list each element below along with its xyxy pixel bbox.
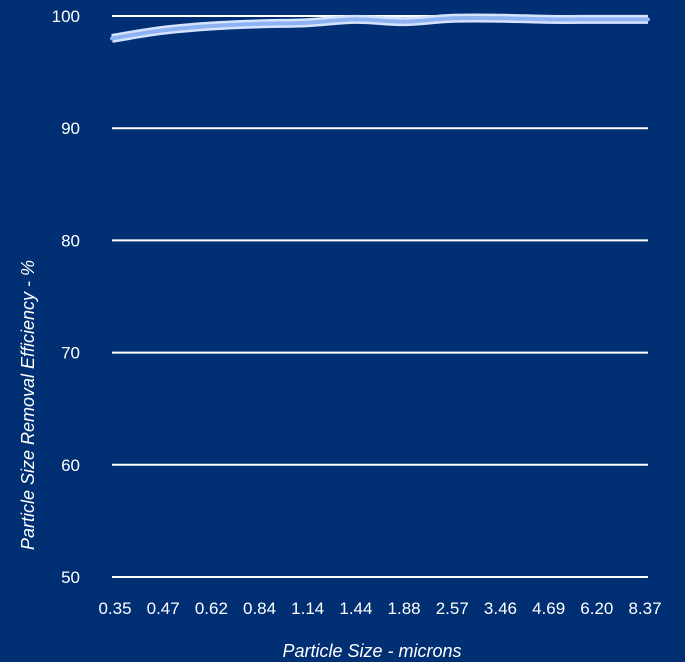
x-tick-label: 1.88	[388, 599, 421, 618]
data-point-0.84	[256, 21, 261, 26]
data-point-3.46	[499, 16, 504, 21]
series-line	[111, 15, 648, 41]
data-point-1.88	[402, 19, 407, 24]
data-point-0.47	[158, 28, 163, 33]
data-point-0.62	[207, 24, 212, 29]
data-point-1.14	[304, 20, 309, 25]
y-axis-title: Particle Size Removal Efficiency - %	[18, 260, 38, 550]
x-tick-label: 6.20	[580, 599, 613, 618]
data-point-6.20	[597, 17, 602, 22]
x-tick-label: 1.44	[339, 599, 372, 618]
data-point-1.44	[353, 17, 358, 22]
data-point-4.69	[548, 17, 553, 22]
data-point-2.57	[451, 16, 456, 21]
x-tick-label: 8.37	[628, 599, 661, 618]
x-tick-label: 0.62	[195, 599, 228, 618]
x-tick-label: 3.46	[484, 599, 517, 618]
y-tick-label: 100	[52, 7, 80, 26]
y-tick-label: 50	[61, 568, 80, 587]
x-tick-labels: 0.35 0.47 0.62 0.84 1.14 1.44 1.88 2.57 3.46 4.69…	[98, 599, 661, 618]
series-layer	[110, 13, 650, 43]
y-tick-label: 90	[61, 119, 80, 138]
data-point-8.37	[646, 17, 650, 22]
x-axis-title: Particle Size - microns	[282, 641, 461, 661]
x-tick-label: 2.57	[436, 599, 469, 618]
x-tick-label: 0.35	[98, 599, 131, 618]
x-tick-label: 1.14	[291, 599, 324, 618]
y-tick-label: 60	[61, 456, 80, 475]
y-tick-labels: 100 90 80 70 60 50	[52, 7, 80, 587]
data-point-0.35	[110, 36, 114, 41]
x-tick-label: 0.84	[243, 599, 276, 618]
x-tick-label: 4.69	[532, 599, 565, 618]
y-tick-label: 80	[61, 231, 80, 250]
y-tick-label: 70	[61, 344, 80, 363]
x-tick-label: 0.47	[147, 599, 180, 618]
grid-layer	[112, 15, 648, 578]
